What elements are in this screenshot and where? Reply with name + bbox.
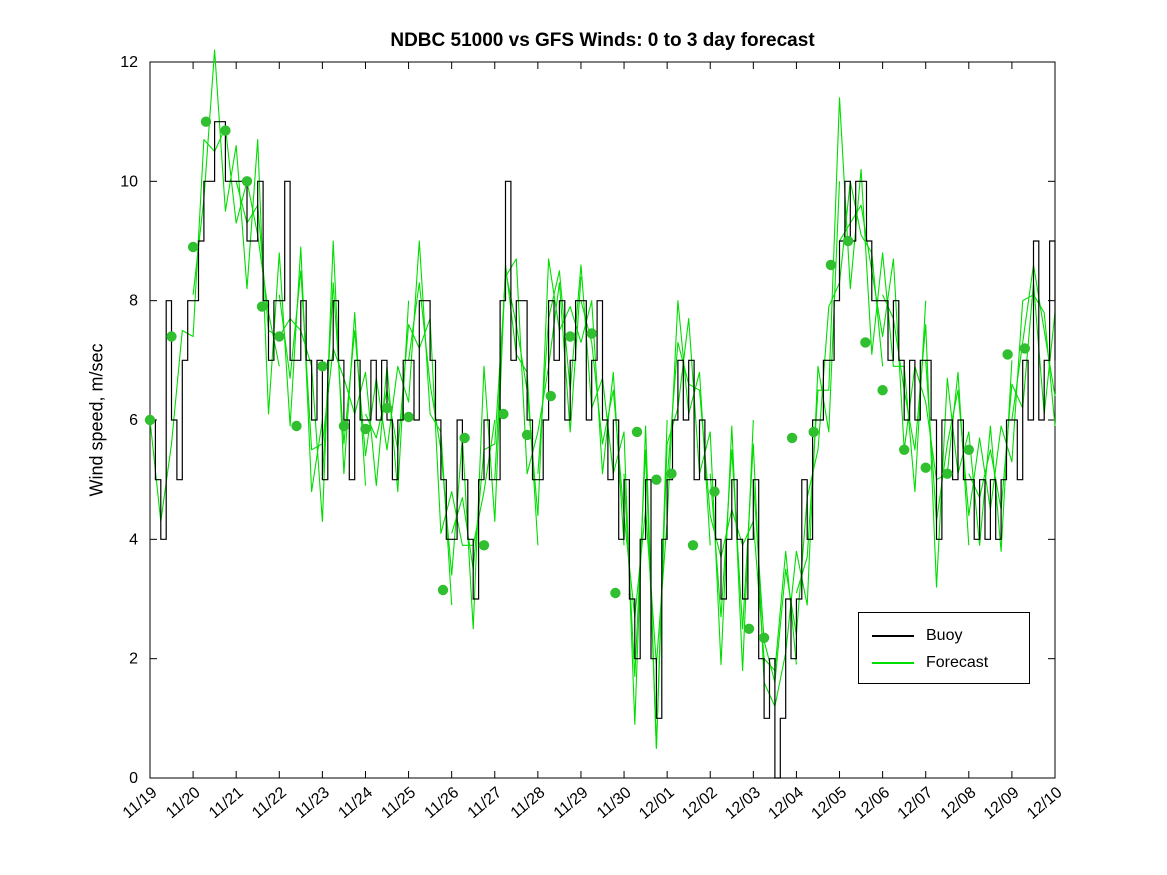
forecast-dot	[291, 420, 302, 432]
forecast-line-swatch	[872, 661, 914, 664]
x-tick-label: 11/25	[378, 784, 419, 822]
forecast-dot	[565, 331, 576, 342]
forecast-dot	[899, 444, 910, 455]
x-tick-label: 11/23	[292, 784, 333, 822]
x-tick-label: 11/22	[249, 784, 290, 822]
legend-label-forecast: Forecast	[926, 653, 989, 671]
forecast-dot	[200, 116, 212, 127]
forecast-dot	[666, 468, 677, 479]
forecast-dot	[842, 235, 854, 247]
forecast-dot	[687, 540, 699, 551]
x-tick-label: 11/30	[594, 784, 635, 822]
x-tick-label: 11/26	[422, 784, 463, 822]
x-tick-label: 12/02	[679, 784, 721, 823]
x-tick-label: 11/24	[335, 784, 376, 822]
forecast-run-line	[968, 282, 1056, 511]
forecast-dot	[963, 444, 974, 455]
forecast-dot	[545, 390, 556, 402]
forecast-dot	[220, 125, 231, 136]
forecast-dot	[825, 259, 837, 271]
forecast-dot	[860, 337, 871, 348]
forecast-run-line	[321, 240, 453, 606]
forecast-dot	[187, 241, 199, 253]
legend-item-forecast: Forecast	[859, 649, 1029, 676]
x-tick-label: 12/04	[765, 784, 807, 823]
forecast-dot	[166, 331, 177, 342]
forecast-dot	[942, 468, 953, 479]
y-tick-label: 10	[120, 173, 138, 190]
x-tick-label: 12/03	[722, 784, 764, 823]
forecast-run-line	[623, 318, 754, 749]
x-tick-label: 12/06	[852, 784, 894, 823]
x-tick-label: 12/09	[981, 784, 1023, 823]
forecast-dot	[1019, 343, 1030, 354]
forecast-dot	[317, 361, 328, 372]
forecast-dot	[256, 301, 268, 312]
x-tick-label: 12/07	[895, 784, 937, 823]
forecast-dot	[381, 402, 393, 414]
x-tick-label: 12/10	[1024, 784, 1066, 823]
x-tick-label: 11/28	[508, 784, 549, 822]
x-tick-label: 12/05	[808, 784, 850, 823]
y-tick-label: 4	[129, 531, 138, 548]
forecast-dot	[786, 432, 798, 444]
forecast-dot	[403, 411, 414, 423]
buoy-series-line	[150, 121, 1056, 779]
forecast-dot	[360, 423, 371, 435]
forecast-dot	[1002, 349, 1013, 360]
y-tick-label: 6	[129, 412, 138, 429]
forecast-dot	[631, 426, 643, 438]
y-tick-label: 8	[129, 293, 138, 310]
forecast-dot	[743, 623, 755, 634]
x-tick-label: 11/19	[120, 784, 161, 822]
forecast-dot	[709, 486, 720, 497]
buoy-line-swatch	[872, 634, 914, 637]
x-tick-label: 12/08	[938, 784, 980, 823]
forecast-dot	[437, 584, 449, 596]
forecast-run-line	[709, 181, 841, 707]
y-tick-label: 12	[120, 54, 138, 71]
x-tick-label: 11/29	[551, 784, 592, 822]
forecast-run-line	[882, 294, 1013, 588]
x-tick-label: 11/27	[465, 784, 506, 822]
forecast-dot	[586, 328, 597, 339]
forecast-dot	[338, 420, 350, 432]
forecast-dot	[241, 176, 253, 187]
chart-title: NDBC 51000 vs GFS Winds: 0 to 3 day fore…	[390, 30, 815, 51]
forecast-dot	[498, 408, 509, 420]
forecast-dot	[758, 632, 770, 643]
x-tick-label: 11/21	[206, 784, 247, 822]
forecast-run-line	[795, 97, 927, 594]
forecast-dot	[521, 429, 533, 441]
x-tick-label: 12/01	[636, 784, 678, 823]
legend: Buoy Forecast	[858, 612, 1030, 684]
legend-item-buoy: Buoy	[859, 622, 1029, 649]
forecast-dot	[808, 426, 819, 438]
forecast-dot	[877, 385, 888, 396]
forecast-run-line	[192, 49, 323, 493]
forecast-dot	[144, 414, 156, 426]
forecast-dot	[610, 587, 621, 599]
forecast-dot	[920, 462, 931, 473]
x-tick-label: 11/20	[163, 784, 204, 822]
y-tick-label: 2	[129, 651, 138, 668]
forecast-dot	[478, 540, 490, 551]
forecast-dot	[459, 432, 470, 444]
forecast-dot	[274, 331, 285, 342]
legend-label-buoy: Buoy	[926, 626, 963, 644]
forecast-dot	[651, 474, 662, 485]
y-tick-label: 0	[129, 770, 138, 787]
